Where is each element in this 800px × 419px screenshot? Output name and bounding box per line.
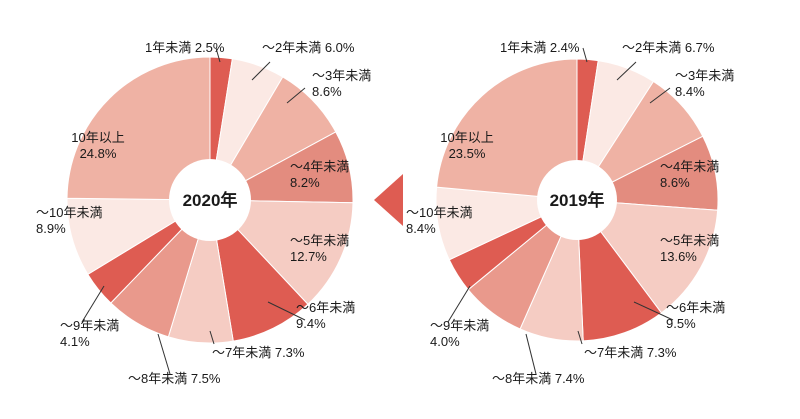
slice-label: ～9年未満 4.1% [60, 318, 119, 349]
slice-label: ～2年未満 6.0% [262, 40, 355, 55]
slice-label: 10年以上 24.8% [71, 130, 124, 161]
slice-label: ～4年未満 8.2% [290, 159, 349, 190]
pie-slice [208, 199, 354, 305]
leader-line [286, 87, 306, 104]
leader-line [649, 87, 671, 104]
slice-label: ～8年未満 7.5% [128, 371, 221, 386]
slice-label: ～2年未満 6.7% [622, 40, 715, 55]
slice-label: ～7年未満 7.3% [584, 345, 677, 360]
slice-label: 10年以上 23.5% [440, 130, 493, 161]
leader-line [157, 333, 171, 375]
leader-line [447, 285, 471, 323]
donut-hole [169, 159, 251, 241]
pie-chart-2020: 2020年 1年未満 2.5% ～2年未満 6.0% ～3年未満 8.6% ～4年未満 8.… [36, 40, 371, 386]
slice-label: ～6年未満 9.5% [666, 300, 725, 331]
leader-line [582, 47, 588, 63]
slice-label: ～3年未満 8.4% [675, 68, 734, 99]
pie-slice [209, 198, 309, 342]
slice-label: ～5年未満 12.7% [290, 233, 349, 264]
slice-label: ～4年未満 8.6% [660, 159, 719, 190]
leader-line [616, 61, 637, 81]
slice-label: ～6年未満 9.4% [296, 300, 355, 331]
slice-label: ～5年未満 13.6% [660, 233, 719, 264]
chart-center-title: 2019年 [550, 190, 605, 210]
pie-chart-2019: 2019年 1年未満 2.4% ～2年未満 6.7% ～3年未満 8.4% ～4年未満 8.… [406, 40, 734, 386]
pie-slice [66, 56, 211, 201]
slice-label: ～7年未満 7.3% [212, 345, 305, 360]
leader-line [251, 61, 271, 81]
leader-line [525, 333, 537, 375]
pie-slice [436, 58, 578, 201]
leader-line [215, 47, 221, 63]
slice-label: ～10年未満 8.4% [406, 205, 472, 236]
leader-line [267, 301, 306, 321]
leader-line [209, 330, 215, 345]
leader-line [633, 301, 674, 321]
slice-label: 1年未満 2.4% [500, 40, 580, 55]
leader-line [81, 285, 105, 323]
slice-label: 1年未満 2.5% [145, 40, 225, 55]
chart-center-title: 2020年 [183, 190, 238, 210]
arrow-left-icon [374, 174, 403, 226]
donut-hole [537, 160, 617, 240]
pie-slice [575, 199, 719, 314]
slice-label: ～3年未満 8.6% [312, 68, 371, 99]
slice-label: ～10年未満 8.9% [36, 205, 102, 236]
slice-label: ～8年未満 7.4% [492, 371, 585, 386]
leader-line [577, 330, 583, 345]
slice-label: ～9年未満 4.0% [430, 318, 489, 349]
